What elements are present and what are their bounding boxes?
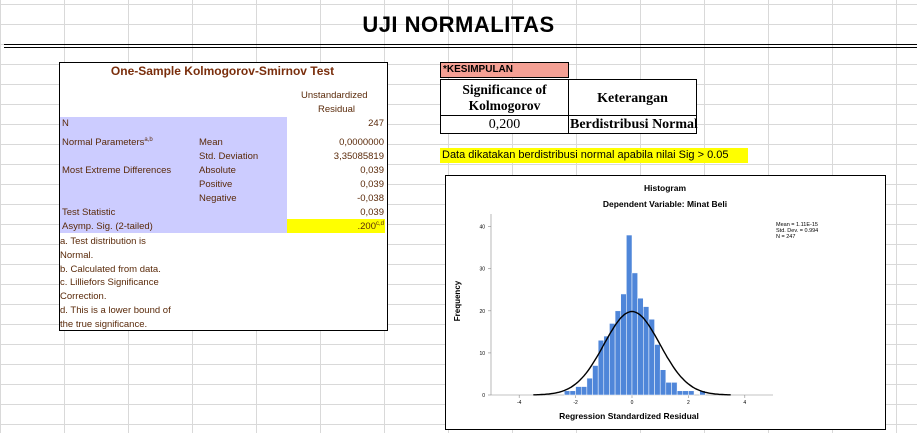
footnote-line: a. Test distribution is: [60, 236, 146, 247]
ks-column-header-1: Unstandardized: [301, 90, 368, 101]
ks-row-value: .200c,d: [357, 221, 384, 233]
histogram-bar: [592, 365, 599, 396]
ks-row-label: N: [62, 118, 69, 129]
y-tick-label: 20: [479, 309, 485, 315]
ks-row-value: 0,039: [360, 165, 384, 176]
histogram-bar: [569, 390, 576, 396]
footnote-line: c. Lilliefors Significance: [60, 277, 159, 289]
y-axis-label: Frequency: [453, 280, 462, 321]
histogram-bar: [586, 377, 593, 396]
x-tick-label: 4: [743, 400, 746, 406]
x-tick-label: 0: [631, 400, 634, 406]
x-tick-label: 2: [687, 400, 690, 406]
x-axis-label: Regression Standardized Residual: [559, 411, 699, 421]
ks-row-label: Test Statistic: [62, 207, 116, 218]
ks-row-value: 3,35085819: [333, 151, 384, 162]
ks-row-label: Normal Parametersa,b: [62, 137, 153, 149]
ks-row-label-band: [60, 117, 287, 233]
significance-header-line2: Kolmogorov: [468, 98, 541, 113]
y-tick-label: 10: [479, 351, 485, 357]
histogram-bar: [665, 382, 672, 396]
keterangan-header-cell: Keterangan: [568, 79, 697, 116]
y-tick-label: 40: [479, 225, 485, 231]
chart-stat-line: Std. Dev. = 0.994: [776, 228, 818, 234]
footnote-line: Correction.: [60, 291, 107, 303]
footnote-line: d. This is a lower bound of: [60, 304, 171, 316]
ks-row-sublabel: Positive: [199, 179, 233, 190]
ks-row-label: Asymp. Sig. (2-tailed): [62, 221, 153, 232]
sig-value-cell: 0,200: [440, 115, 569, 134]
histogram-bar: [564, 390, 571, 396]
normality-note: Data dikatakan berdistribusi normal apab…: [440, 148, 748, 163]
histogram-bar: [620, 293, 627, 396]
x-tick-label: -2: [573, 400, 578, 406]
ks-row-label: Most Extreme Differences: [62, 165, 172, 176]
ks-footnotes: a. Test distribution is Normal. b. Calcu…: [60, 235, 195, 332]
ks-row-sublabel: Std. Deviation: [199, 151, 259, 162]
ks-column-header-2: Residual: [318, 104, 355, 115]
histogram-bar: [603, 335, 610, 396]
y-tick-label: 0: [482, 393, 485, 399]
significance-header-line1: Significance of: [462, 82, 547, 97]
chart-stat-line: Mean = 1.11E-15: [776, 222, 818, 228]
ks-row-value: -0,038: [357, 193, 384, 204]
chart-subtitle: Dependent Variable: Minat Beli: [603, 199, 727, 209]
histogram-bar: [682, 390, 689, 396]
histogram-bar: [580, 386, 588, 396]
footnote-line: the true significance.: [60, 318, 148, 330]
histogram-bar: [654, 344, 661, 396]
y-tick-label: 30: [479, 267, 485, 273]
histogram-chart: Histogram Dependent Variable: Minat Beli…: [445, 175, 886, 430]
ks-row-value: 0,039: [360, 207, 384, 218]
x-tick-label: -4: [517, 400, 522, 406]
sig-highlight: [287, 219, 385, 233]
title-underline: [4, 44, 917, 45]
ks-row-value: 0,039: [360, 179, 384, 190]
ks-row-value: 247: [368, 118, 384, 129]
ks-row-value: 0,0000000: [339, 137, 384, 148]
histogram-bar: [575, 386, 582, 396]
kesimpulan-header[interactable]: *KESIMPULAN: [440, 62, 569, 78]
ks-row-sublabel: Mean: [199, 137, 223, 148]
footnote-line: Normal.: [60, 249, 94, 261]
ks-row-sublabel: Absolute: [199, 165, 236, 176]
histogram-bar: [688, 390, 695, 396]
ks-row-sublabel: Negative: [199, 193, 237, 204]
page-title: UJI NORMALITAS: [362, 12, 555, 37]
histogram-bar: [676, 390, 684, 396]
chart-stat-line: N = 247: [776, 234, 795, 240]
histogram-bar: [671, 382, 678, 396]
keterangan-value-cell: Berdistribusi Normal: [568, 115, 698, 134]
histogram-bar: [659, 369, 667, 396]
chart-title: Histogram: [644, 183, 686, 193]
histogram-bar: [631, 272, 638, 396]
ks-table-title: One-Sample Kolmogorov-Smirnov Test: [110, 64, 335, 78]
histogram-svg: Histogram Dependent Variable: Minat Beli…: [453, 183, 818, 421]
histogram-bar: [637, 297, 644, 396]
footnote-line: b. Calculated from data.: [60, 263, 161, 275]
significance-header-cell: Significance of Kolmogorov: [440, 79, 569, 116]
title-underline-2: [4, 47, 917, 48]
histogram-bar: [626, 234, 633, 396]
normal-curve: [533, 310, 731, 396]
